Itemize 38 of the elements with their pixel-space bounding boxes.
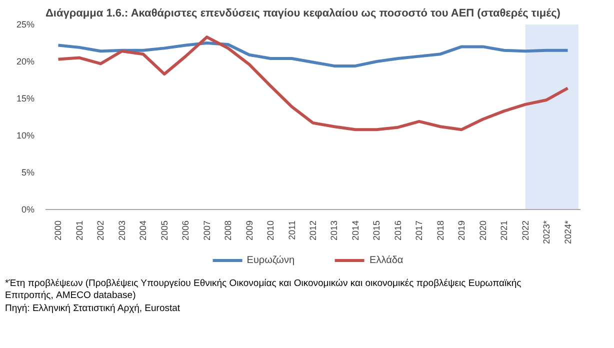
x-tick-label: 2015 [372,220,382,241]
x-tick-label: 2000 [53,220,64,241]
chart-title: Διάγραμμα 1.6.: Ακαθάριστες επενδύσεις παγίου κεφαλαίου ως ποσοστό του ΑΕΠ (σταθερές τιμές) [46,8,561,20]
y-tick-label: 25% [16,20,34,30]
x-tick-label: 2007 [202,220,212,241]
y-tick-label: 10% [16,130,34,140]
y-tick-label: 15% [16,94,34,104]
x-tick-label: 2002 [96,220,106,241]
x-tick-label: 2017 [414,220,424,241]
x-tick-label: 2020 [478,220,488,241]
y-tick-label: 0% [21,204,35,214]
x-tick-label: 2019 [456,220,467,241]
line-series [56,42,570,68]
x-tick-label: 2012 [308,220,318,241]
text: Πηγή: Ελληνική Στατιστική Αρχή, Eurostat [5,302,182,316]
x-tick-label: 2003 [116,220,127,241]
legend-label: Ελλάδα [370,254,404,266]
x-tick-label: 2018 [435,220,446,241]
x-tick-label: 2004 [138,220,148,241]
x-tick-label: 2011 [286,220,297,240]
x-tick-label: 2013 [329,220,340,241]
line-series [56,36,570,132]
x-tick-label: 2001 [74,220,84,241]
x-tick-label: 2006 [180,220,191,241]
x-tick-label: 2008 [223,220,234,241]
x-tick-label: 2023* [542,220,552,244]
x-tick-label: 2014 [350,220,360,241]
x-tick-label: 2016 [392,220,403,241]
y-tick-label: 5% [21,168,35,178]
x-tick-label: 2010 [266,220,276,241]
y-tick-label: 20% [16,56,34,66]
x-tick-label: 2005 [159,220,170,241]
x-tick-label: 2021 [499,220,510,241]
text: *Έτη προβλέψεων (Προβλέψεις Υπουργείου Εθνικής Οικονομίας και Οικονομικών και οικονομικές προβλέψεις Ευρωπαϊκής Επιτροπής, AMECO database) [5,278,522,303]
x-tick-label: 2022 [520,220,530,241]
x-tick-label: 2009 [244,220,254,241]
legend-label: Ευρωζώνη [246,254,295,266]
x-tick-label: 2024* [562,220,573,244]
